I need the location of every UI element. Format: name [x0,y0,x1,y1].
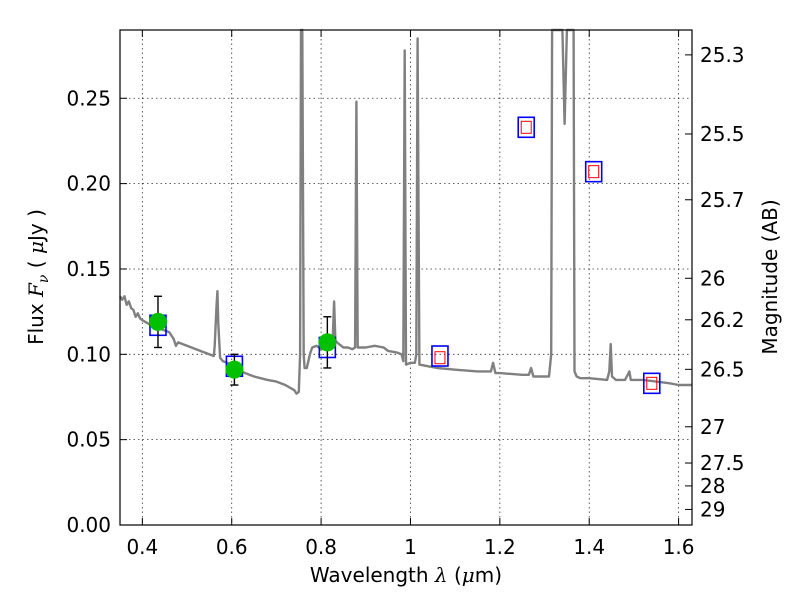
x-tick-label: 1.2 [484,535,516,559]
magnitude-tick-label: 28 [700,474,725,498]
magnitude-tick-label: 25.7 [700,188,745,212]
model-photometry-box-red [520,120,532,134]
x-axis-label: Wavelength λ (μm) [310,563,502,587]
magnitude-tick-label: 26.2 [700,308,745,332]
sed-model-line [118,28,692,395]
model-photometry-box-blue [431,345,449,367]
magnitude-tick-label: 25.3 [700,43,745,67]
magnitude-tick-label: 26.5 [700,357,745,381]
sed-model-layer [118,28,692,395]
data-points-layer [148,116,661,395]
observed-data-point [225,360,244,379]
x-tick-label: 0.6 [216,535,248,559]
y-tick-labels: 0.00 0.05 0.10 0.15 0.20 0.25 [66,86,111,537]
magnitude-tick-label: 27 [700,415,725,439]
magnitude-tick-label: 26 [700,266,725,290]
x-tick-label: 0.8 [305,535,337,559]
observed-data-point [318,333,337,352]
grid [120,30,692,526]
plot-frame [119,29,693,526]
model-photometry-box-red [588,165,600,179]
y-axis-label: Flux Fν ( μJy ) [24,209,52,345]
y-tick-label: 0.15 [66,257,111,281]
x-tick-label: 0.4 [126,535,158,559]
magnitude-axis-label: Magnitude (AB) [758,199,782,354]
y-tick-label: 0.05 [66,428,111,452]
x-tick-labels: 0.4 0.6 0.8 1 1.2 1.4 1.6 [126,535,694,559]
magnitude-tick-label: 27.5 [700,451,745,475]
model-photometry-box-red [434,351,446,365]
y-tick-label: 0.00 [66,513,111,537]
y-tick-label: 0.25 [66,86,111,110]
model-photometry-box-blue [517,116,536,139]
tick-marks [120,30,692,526]
magnitude-tick-label: 25.5 [700,122,745,146]
y-tick-label: 0.10 [66,342,111,366]
model-photometry-box-red [646,376,658,390]
model-photometry-box-blue [642,372,661,395]
model-photometry-box-blue [584,160,603,183]
magnitude-tick-label: 29 [700,497,725,521]
observed-data-point [148,312,167,331]
x-tick-label: 1.4 [573,535,605,559]
x-tick-label: 1.6 [663,535,695,559]
x-tick-label: 1 [404,535,417,559]
y-tick-label: 0.20 [66,172,111,196]
